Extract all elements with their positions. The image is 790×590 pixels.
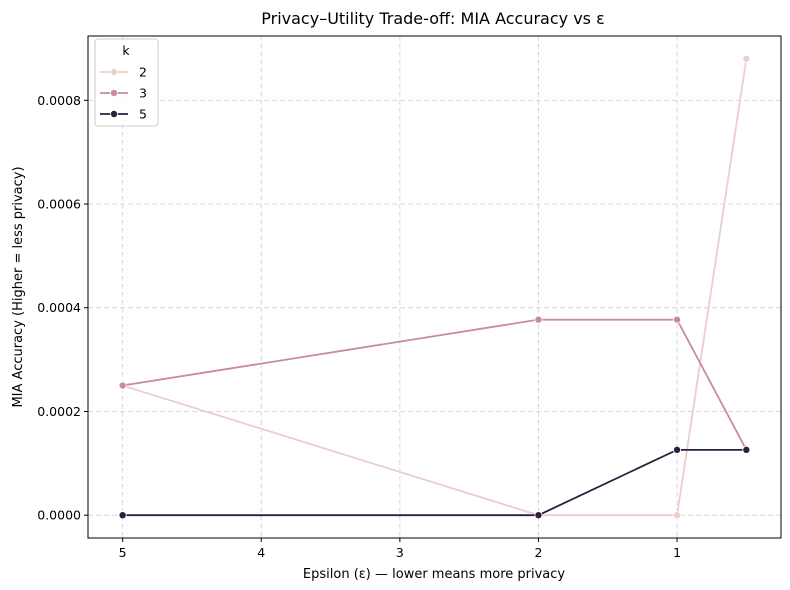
legend-title: k	[122, 43, 130, 58]
legend-marker	[110, 110, 119, 119]
x-axis-label: Epsilon (ε) — lower means more privacy	[303, 567, 565, 582]
x-tick-label: 4	[257, 545, 265, 560]
y-tick-label: 0.0006	[37, 197, 81, 212]
series-line	[122, 448, 747, 517]
data-point	[534, 315, 543, 324]
x-tick-label: 1	[673, 545, 681, 560]
chart-title: Privacy–Utility Trade-off: MIA Accuracy …	[261, 9, 604, 28]
data-point	[673, 445, 682, 454]
series-layer	[118, 54, 751, 520]
legend-marker	[110, 68, 119, 77]
legend-marker	[110, 89, 119, 98]
y-tick-label: 0.0000	[37, 508, 81, 523]
x-axis: 5 4 3 2 1	[119, 538, 681, 560]
data-point	[742, 54, 751, 63]
legend-item: 3	[100, 86, 147, 101]
data-point	[673, 315, 682, 324]
y-tick-label: 0.0002	[37, 404, 81, 419]
data-point	[673, 511, 682, 520]
x-tick-label: 5	[119, 545, 127, 560]
x-tick-label: 3	[396, 545, 404, 560]
legend: k2 3 5	[94, 38, 159, 127]
grid	[88, 36, 781, 538]
legend-label: 2	[139, 65, 147, 80]
series-k-3	[118, 315, 751, 454]
x-tick-label: 2	[534, 545, 542, 560]
series-line	[122, 58, 748, 517]
y-tick-label: 0.0004	[37, 300, 81, 315]
y-axis-label: MIA Accuracy (Higher = less privacy)	[11, 166, 26, 407]
series-k-2	[118, 54, 751, 520]
data-point	[534, 511, 543, 520]
series-line	[122, 318, 748, 451]
series-k-5	[118, 445, 751, 520]
y-tick-label: 0.0008	[37, 93, 81, 108]
y-axis: 0.0000 0.0002 0.0004 0.0006 0.0008	[37, 93, 88, 523]
legend-item: 5	[100, 107, 147, 122]
plot-frame	[87, 35, 782, 539]
data-point	[742, 445, 751, 454]
legend-item: 2	[100, 65, 147, 80]
data-point	[118, 381, 127, 390]
legend-box	[94, 38, 159, 127]
data-point	[118, 511, 127, 520]
legend-label: 3	[139, 86, 147, 101]
legend-label: 5	[139, 107, 147, 122]
